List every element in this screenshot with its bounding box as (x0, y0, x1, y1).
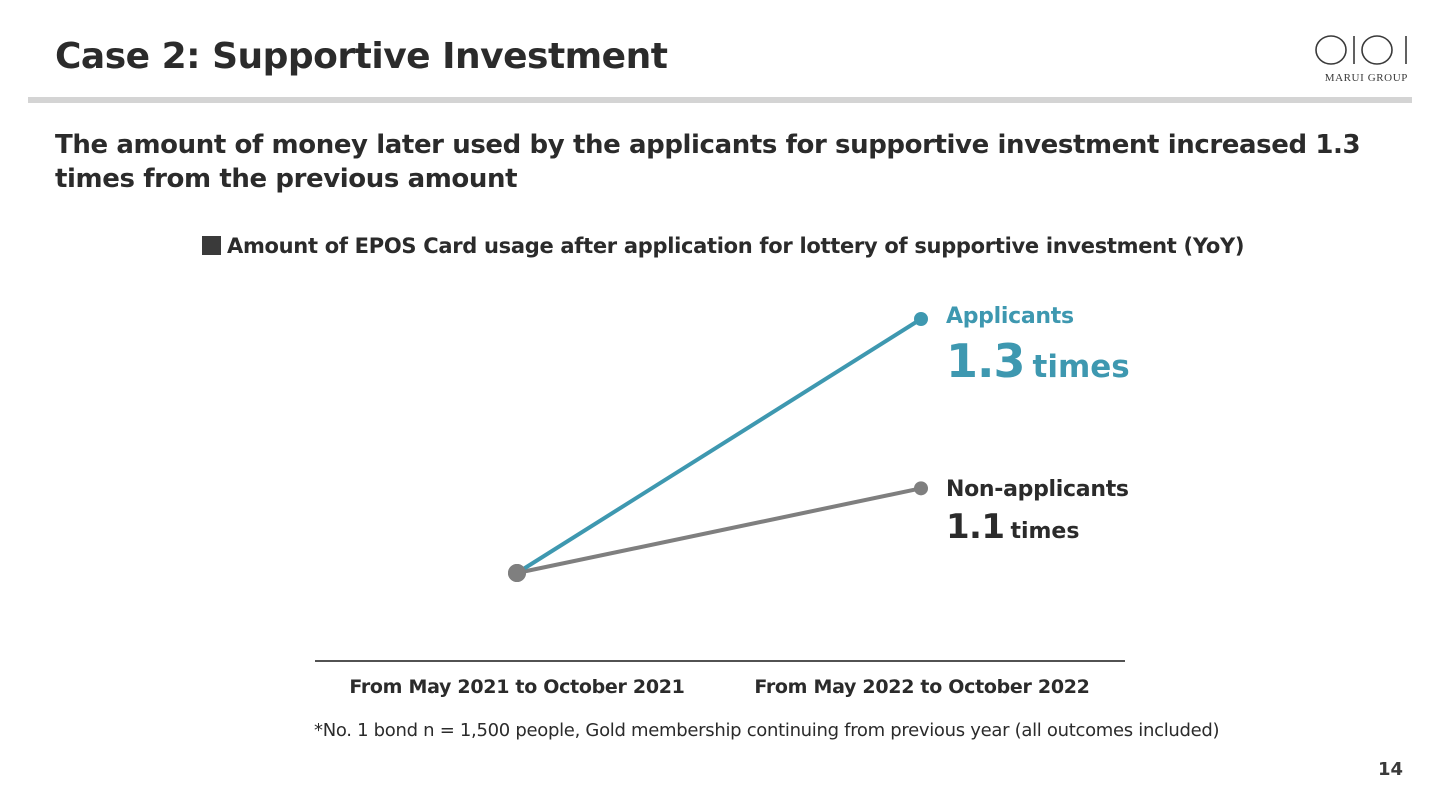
oioi-logo-icon (1315, 35, 1407, 65)
applicants-point-1 (508, 564, 526, 582)
non-applicants-value-label: 1.1 times (946, 507, 1079, 547)
applicants-series-line (515, 317, 923, 575)
square-bullet-icon (202, 236, 221, 255)
x-tick-label: From May 2022 to October 2022 (754, 676, 1089, 698)
non-applicants-unit: times (1010, 519, 1080, 544)
slide-title: Case 2: Supportive Investment (55, 36, 668, 77)
applicants-series-label: Applicants (946, 304, 1074, 329)
chart-title: Amount of EPOS Card usage after applicat… (202, 234, 1244, 258)
applicants-unit: times (1032, 349, 1130, 385)
chart-title-text: Amount of EPOS Card usage after applicat… (227, 234, 1245, 258)
applicants-point-2 (914, 312, 928, 326)
non-applicants-series-label: Non-applicants (946, 477, 1129, 502)
headline: The amount of money later used by the ap… (55, 130, 1361, 194)
non-applicants-value: 1.1 (946, 507, 1005, 547)
footnote: *No. 1 bond n = 1,500 people, Gold membe… (314, 720, 1220, 741)
x-tick-label: From May 2021 to October 2021 (349, 676, 684, 698)
applicants-value-label: 1.3 times (946, 334, 1130, 388)
title-divider (28, 97, 1412, 103)
brand-name: MARUI GROUP (1324, 72, 1408, 84)
non-applicants-point-2 (914, 481, 928, 496)
non-applicants-series-line (515, 486, 923, 575)
applicants-value: 1.3 (946, 334, 1025, 388)
page-number: 14 (1378, 759, 1404, 780)
brand-logo: MARUI GROUP (1310, 34, 1410, 88)
